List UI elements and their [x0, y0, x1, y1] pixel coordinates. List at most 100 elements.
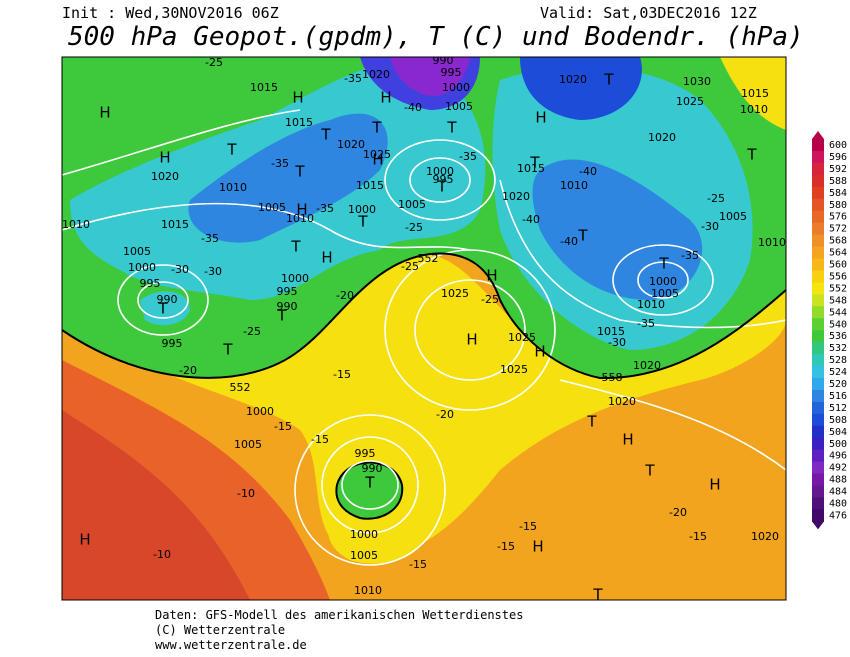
contour-label: 1005	[651, 287, 679, 300]
legend-label: 580	[829, 200, 847, 211]
legend-label: 508	[829, 415, 847, 426]
contour-label: 1005	[234, 438, 262, 451]
legend-swatch	[812, 425, 824, 439]
region-purple	[390, 57, 470, 96]
contour-label: -25	[405, 221, 423, 234]
contour-label: -15	[409, 558, 427, 571]
legend-swatch	[812, 294, 824, 307]
legend-label: 500	[829, 439, 847, 450]
pressure-center: T	[222, 341, 233, 359]
pressure-center: T	[592, 586, 603, 604]
pressure-center: T	[226, 141, 237, 159]
contour-label: -20	[179, 364, 197, 377]
contour-label: 1020	[633, 359, 661, 372]
contour-label: -25	[401, 260, 419, 273]
legend-label: 488	[829, 475, 847, 486]
contour-label: -35	[271, 157, 289, 170]
legend-label: 476	[829, 510, 847, 521]
contour-label: 1010	[286, 212, 314, 225]
legend-label: 516	[829, 391, 847, 402]
legend-label: 544	[829, 307, 847, 318]
legend-swatch	[812, 222, 824, 236]
legend-swatch	[812, 378, 824, 391]
region-blue-w	[188, 113, 388, 243]
map-frame	[61, 56, 787, 601]
pressure-center: H	[159, 149, 170, 167]
legend-label: 560	[829, 260, 847, 271]
contour-label: 1025	[676, 95, 704, 108]
legend-swatch	[812, 485, 824, 498]
contour-label: -35	[459, 150, 477, 163]
footer-line: Daten: GFS-Modell des amerikanischen Wet…	[155, 608, 523, 622]
contour-label: 1020	[648, 131, 676, 144]
legend-swatch	[812, 342, 824, 355]
legend-label: 588	[829, 176, 847, 187]
contour-label: -15	[333, 368, 351, 381]
legend-label: 484	[829, 487, 847, 498]
contour-label: 1025	[508, 331, 536, 344]
contour-label: -40	[560, 235, 578, 248]
contour-label: 1000	[426, 165, 454, 178]
contour-label: 1010	[62, 218, 90, 231]
contour-label: 1020	[337, 138, 365, 151]
legend-label: 504	[829, 427, 847, 438]
contour-label: 1000	[350, 528, 378, 541]
contour-label: -35	[316, 202, 334, 215]
contour-label: 558	[602, 371, 623, 384]
contour-label: -35	[201, 232, 219, 245]
pressure-center: T	[436, 178, 447, 196]
legend-swatch	[812, 509, 824, 522]
pressure-center: H	[486, 267, 497, 285]
isobars	[62, 109, 786, 566]
contour-label: 1005	[258, 201, 286, 214]
pressure-center: H	[532, 538, 543, 556]
contour-label: -30	[608, 336, 626, 349]
contour-label: -25	[481, 293, 499, 306]
pressure-center: T	[529, 154, 540, 172]
legend-swatch	[812, 449, 824, 463]
contour-label: 995	[162, 337, 183, 350]
contour-label: 1005	[123, 245, 151, 258]
legend-label: 596	[829, 152, 847, 163]
contour-label: -15	[519, 520, 537, 533]
pressure-center: H	[709, 476, 720, 494]
legend-label: 548	[829, 295, 847, 306]
pressure-center: H	[296, 201, 307, 219]
pressure-center: T	[644, 462, 655, 480]
contour-label: 1000	[442, 81, 470, 94]
legend-label: 532	[829, 343, 847, 354]
contour-label: 1000	[281, 272, 309, 285]
pressure-center: H	[380, 89, 391, 107]
contour-label: 995	[140, 277, 161, 290]
pressure-center: T	[320, 126, 331, 144]
contour-label: -15	[311, 433, 329, 446]
contour-label: 995	[433, 173, 454, 186]
contour-552	[62, 252, 786, 380]
contour-label: -30	[171, 263, 189, 276]
contour-label: 1010	[219, 181, 247, 194]
legend-label: 564	[829, 248, 847, 259]
contour-label: 1015	[597, 325, 625, 338]
contour-label: -15	[497, 540, 515, 553]
legend-swatch	[812, 354, 824, 367]
contour-label: -10	[237, 487, 255, 500]
legend-label: 512	[829, 403, 847, 414]
legend-label: 536	[829, 331, 847, 342]
contour-label: 1015	[250, 81, 278, 94]
pressure-center: T	[746, 146, 757, 164]
contour-label: 1015	[285, 116, 313, 129]
region-yellow-ne	[720, 57, 786, 130]
contour-label: -25	[205, 56, 223, 69]
pressure-center: T	[577, 227, 588, 245]
pressure-center: H	[79, 531, 90, 549]
contour-label: -35	[637, 317, 655, 330]
legend-swatch	[812, 198, 824, 212]
contour-label: -25	[707, 192, 725, 205]
pressure-center: T	[446, 119, 457, 137]
region-blue-e	[532, 159, 703, 300]
legend-swatch	[812, 437, 824, 451]
legend-swatch	[812, 162, 824, 176]
pressure-center: H	[535, 109, 546, 127]
